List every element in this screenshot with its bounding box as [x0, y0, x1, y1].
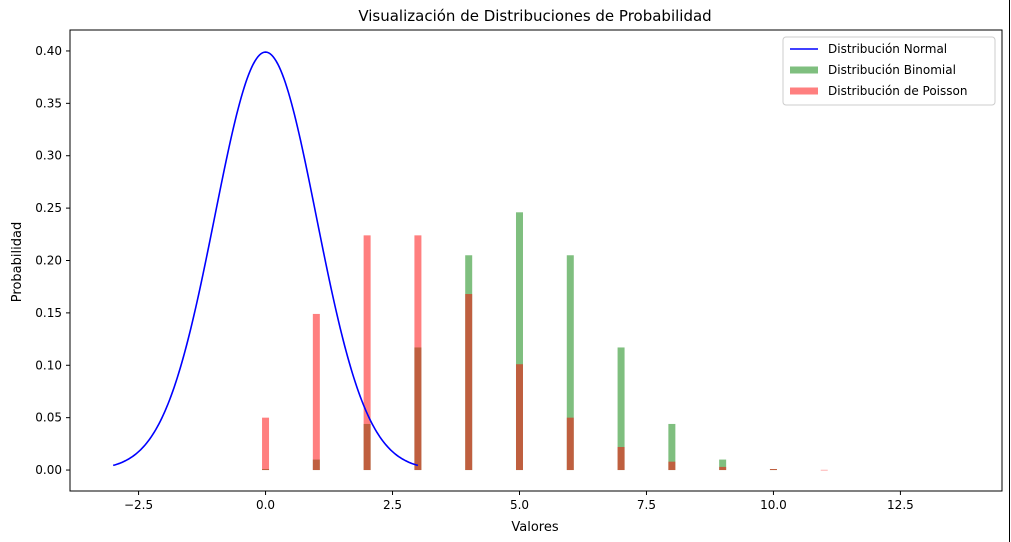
- bar-poisson-3: [414, 235, 422, 471]
- y-tick-label: 0.35: [35, 96, 62, 110]
- plot-area: [112, 51, 828, 471]
- x-tick-label: 10.0: [760, 498, 787, 512]
- legend: Distribución Normal Distribución Binomial…: [782, 36, 996, 106]
- chart-title: Visualización de Distribuciones de Proba…: [358, 7, 711, 25]
- bar-poisson-2: [363, 235, 371, 471]
- bar-poisson-6: [566, 417, 574, 471]
- y-tick-label: 0.05: [35, 411, 62, 425]
- legend-label: Distribución Binomial: [828, 63, 956, 77]
- y-tick-label: 0.30: [35, 149, 62, 163]
- bar-poisson-5: [515, 364, 523, 471]
- bar-poisson-9: [719, 466, 727, 471]
- y-axis-label: Probabilidad: [10, 222, 25, 302]
- x-tick-label: −2.5: [124, 498, 153, 512]
- bar-binomial-6: [566, 255, 574, 471]
- x-tick-label: 2.5: [383, 498, 402, 512]
- y-tick-label: 0.20: [35, 254, 62, 268]
- bar-binomial-7: [617, 347, 625, 471]
- bar-binomial-9: [719, 459, 727, 471]
- x-tick-label: 12.5: [887, 498, 914, 512]
- legend-swatch-poisson: [790, 87, 818, 95]
- normal-distribution-line: [112, 51, 419, 467]
- y-tick-label: 0.40: [35, 44, 62, 58]
- bar-poisson-0: [262, 417, 270, 471]
- legend-swatch-binomial: [790, 66, 818, 74]
- bar-poisson-8: [668, 461, 676, 471]
- x-tick-label: 5.0: [510, 498, 529, 512]
- bar-poisson-4: [465, 294, 473, 471]
- bar-poisson-1: [312, 313, 320, 471]
- bar-binomial-8: [668, 423, 676, 471]
- x-axis-label: Valores: [511, 520, 558, 535]
- legend-label: Distribución de Poisson: [828, 84, 967, 98]
- y-tick-label: 0.10: [35, 358, 62, 372]
- y-tick-label: 0.25: [35, 201, 62, 215]
- x-axis: −2.5 0.0 2.5 5.0 7.5 10.0 12.5: [124, 491, 914, 512]
- x-tick-label: 7.5: [637, 498, 656, 512]
- y-axis: 0.00 0.05 0.10 0.15 0.20 0.25 0.30 0.35 0.40: [35, 44, 70, 477]
- legend-box: [782, 36, 996, 106]
- bar-binomial-5: [515, 212, 523, 471]
- legend-label: Distribución Normal: [828, 42, 947, 56]
- y-tick-label: 0.15: [35, 306, 62, 320]
- bar-poisson-10: [769, 468, 777, 471]
- bar-poisson-11: [820, 469, 828, 471]
- bar-poisson-7: [617, 446, 625, 471]
- y-tick-label: 0.00: [35, 463, 62, 477]
- x-tick-label: 0.0: [256, 498, 275, 512]
